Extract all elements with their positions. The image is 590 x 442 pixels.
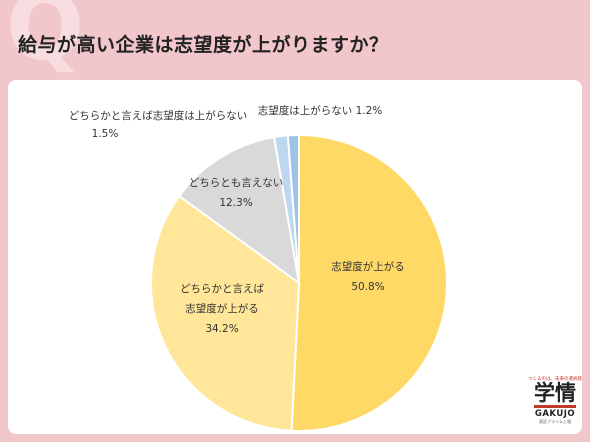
slice-value-0: 50.8% xyxy=(351,281,384,293)
slice-value-3: 1.5% xyxy=(92,128,119,140)
slice-label-0-line-0: 志望度が上がる xyxy=(331,260,405,273)
slice-label-1-line-0: どちらかと言えば xyxy=(180,282,264,295)
pie-slice-2 xyxy=(177,135,301,286)
pie-slice-0 xyxy=(290,133,448,432)
slice-label-4: 志望度は上がらない 1.2% xyxy=(258,104,383,117)
pie-slice-4 xyxy=(286,133,300,284)
slice-value-2: 12.3% xyxy=(219,197,252,209)
slice-value-1: 34.2% xyxy=(205,323,238,335)
logo-kanji: 学情 xyxy=(534,381,576,405)
slice-label-1-line-1: 志望度が上がる xyxy=(185,302,259,315)
page-title: 給与が高い企業は志望度が上がりますか？ xyxy=(18,34,389,56)
slice-label-3-line-0: どちらかと言えば志望度は上がらない xyxy=(69,109,248,122)
pie-slices xyxy=(150,133,448,432)
logo-sub: 東証プライム上場 xyxy=(539,419,571,424)
logo-roman: GAKUJO xyxy=(534,409,576,419)
pie-labels: 志望度が上がる50.8%どちらかと言えば志望度が上がる34.2%どちらとも言えな… xyxy=(69,104,405,335)
chart-panel: 志望度が上がる 50.8% どちらかと言えば 志望度が上がる 34.2% どちらとも言えな… xyxy=(8,80,582,434)
gakujo-logo: つくるのは、未来の選択肢 学情 GAKUJO 東証プライム上場 xyxy=(528,376,582,425)
q-mark-decoration: Q xyxy=(6,0,85,81)
logo-bar xyxy=(534,405,576,408)
slice-label-2-line-0: どちらとも言えない xyxy=(189,176,284,189)
pie-chart: 志望度が上がる50.8%どちらかと言えば志望度が上がる34.2%どちらとも言えな… xyxy=(69,104,448,432)
pie-slice-1 xyxy=(150,194,301,432)
logo-tagline: つくるのは、未来の選択肢 xyxy=(528,377,582,382)
